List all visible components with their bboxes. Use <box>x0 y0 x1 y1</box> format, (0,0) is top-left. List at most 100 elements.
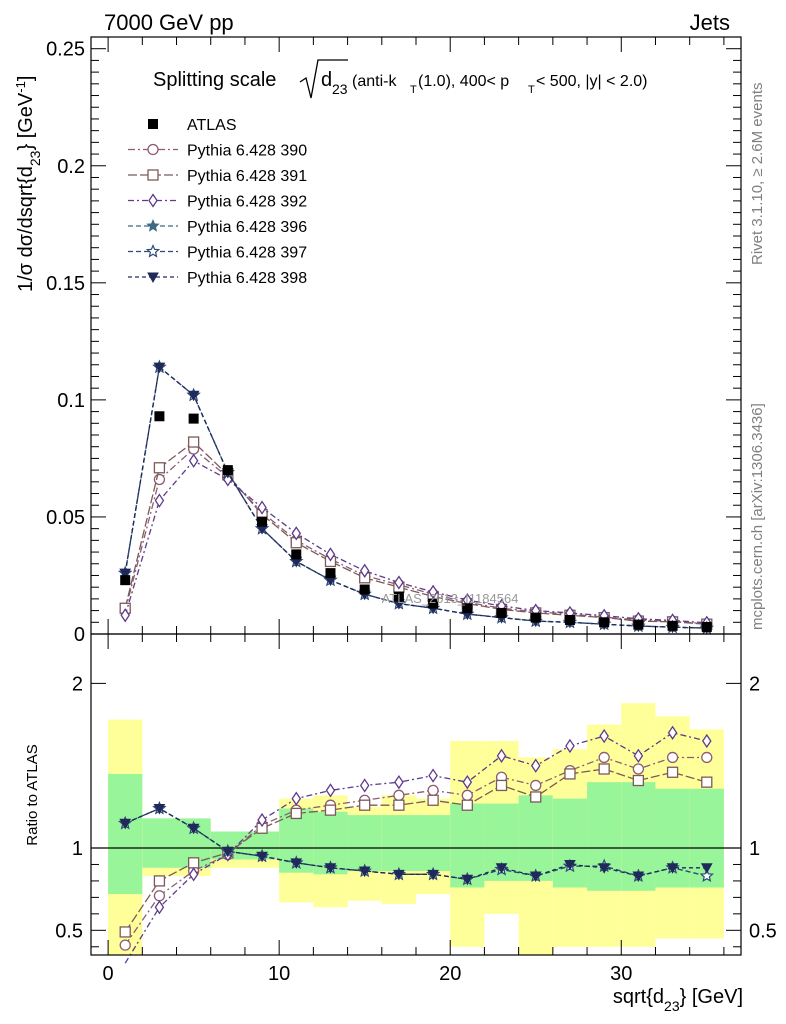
series-marker-ratio <box>598 751 610 764</box>
series-marker-ratio <box>427 869 439 881</box>
series-marker-ratio <box>393 789 405 801</box>
series-marker-ratio <box>598 863 611 874</box>
green-band-bin <box>518 795 553 881</box>
title-p2-sub: T <box>528 84 535 96</box>
ratio-bands <box>91 703 741 955</box>
series-marker-ratio <box>257 812 267 828</box>
series-marker-ratio <box>495 863 508 874</box>
ratio-series-layer <box>118 725 714 964</box>
series-marker-ratio <box>529 871 542 883</box>
legend-marker <box>147 272 159 284</box>
ratio-tick-label-right: 2 <box>749 673 760 695</box>
series-marker-main <box>120 608 130 623</box>
series-marker-ratio <box>119 926 131 938</box>
series-marker-ratio <box>324 804 337 816</box>
legend-label: Pythia 6.428 391 <box>187 168 307 185</box>
series-marker-main <box>359 563 370 578</box>
title-p2: (1.0), 400< p <box>418 73 509 90</box>
y-tick-label: 0.05 <box>46 507 85 529</box>
analysis-watermark: ATLAS_2013_I1184564 <box>382 591 519 606</box>
series-line-main <box>124 365 707 629</box>
data-point <box>496 607 507 618</box>
ratio-tick-label-right: 1 <box>749 838 760 860</box>
series-line-main <box>124 365 707 629</box>
x-tick-labels: 0 10 20 30 <box>103 963 633 985</box>
series-marker-ratio <box>666 863 679 874</box>
header-left: 7000 GeV pp <box>104 10 234 35</box>
green-band-bin <box>587 782 622 891</box>
series-marker-main <box>119 568 132 580</box>
series-marker-ratio <box>324 863 337 874</box>
series-marker-ratio <box>700 863 713 874</box>
title-p3: < 500, |y| < 2.0) <box>536 73 648 90</box>
title-lead: Splitting scale <box>153 69 276 91</box>
series-marker-ratio <box>256 851 268 863</box>
series-marker-ratio <box>666 751 679 764</box>
data-point <box>599 617 610 628</box>
series-marker-ratio <box>461 874 474 886</box>
y-tick-label: 0.2 <box>57 156 85 178</box>
series-marker-ratio <box>188 867 199 882</box>
data-point <box>428 598 439 609</box>
data-point <box>359 584 370 595</box>
x-axis-label: sqrt{d23} [GeV] <box>613 986 743 1014</box>
series-marker-ratio <box>632 774 645 787</box>
series-marker-ratio <box>427 784 439 797</box>
main-series-layer <box>118 359 714 635</box>
legend-marker-data <box>148 119 158 129</box>
legend-marker <box>146 218 160 232</box>
series-marker-main <box>257 500 267 515</box>
sqrt-sign <box>299 59 348 99</box>
series-marker-ratio <box>290 858 303 869</box>
data-point <box>564 614 575 625</box>
x-tick-label: 20 <box>439 963 461 985</box>
legend-marker <box>147 169 159 181</box>
ratio-ticks: 0.5 0.5 1 1 2 2 <box>55 634 777 955</box>
x-tick-label: 0 <box>103 963 114 985</box>
legend-label: Pythia 6.428 392 <box>187 194 307 211</box>
series-line-ratio <box>124 768 707 933</box>
ratio-tick-label-right: 0.5 <box>749 920 777 942</box>
series-marker-main <box>153 462 166 474</box>
series-marker-ratio <box>221 846 234 858</box>
ratio-tick-label-left: 0.5 <box>55 920 83 942</box>
ratio-tick-label-left: 2 <box>72 673 83 695</box>
data-point <box>291 549 302 560</box>
series-marker-ratio <box>530 758 541 773</box>
y-label-sub: 23 <box>27 150 43 166</box>
series-marker-ratio <box>462 774 473 790</box>
series-marker-ratio <box>632 763 645 775</box>
ratio-plot-panel: 0.5 0.5 1 1 2 2 <box>55 633 777 964</box>
series-marker-ratio <box>599 728 609 744</box>
series-marker-main <box>153 362 166 374</box>
series-marker-main <box>291 526 302 541</box>
series-marker-main <box>187 436 200 448</box>
series-line-ratio <box>124 807 707 880</box>
data-point <box>188 413 199 424</box>
series-marker-main <box>428 584 438 600</box>
series-marker-ratio <box>699 868 714 883</box>
ratio-tick-label-left: 1 <box>72 838 83 860</box>
series-marker-ratio <box>153 803 166 815</box>
series-marker-ratio <box>565 738 575 754</box>
series-line-main <box>124 365 707 629</box>
series-line-ratio <box>124 807 707 880</box>
data-point <box>393 591 404 602</box>
series-marker-ratio <box>393 869 405 881</box>
header-right: Jets <box>690 10 730 35</box>
series-marker-ratio <box>153 890 166 902</box>
green-band-bin <box>381 815 416 872</box>
y-label-a: 1/σ dσ/dsqrt{d <box>15 166 37 292</box>
x-label-sub: 23 <box>664 998 680 1014</box>
y-axis-label: 1/σ dσ/dsqrt{d23} [GeV-1] <box>13 76 44 292</box>
x-tick-label: 30 <box>610 963 632 985</box>
legend-label: Pythia 6.428 390 <box>187 143 307 160</box>
series-marker-ratio <box>394 774 404 790</box>
series-marker-ratio <box>530 791 542 803</box>
mcplots-label: mcplots.cern.ch [arXiv:1306.3436] <box>749 403 766 630</box>
series-line-main <box>124 448 707 625</box>
legend-marker <box>147 143 159 156</box>
data-point <box>257 516 268 527</box>
series-marker-ratio <box>154 900 165 915</box>
